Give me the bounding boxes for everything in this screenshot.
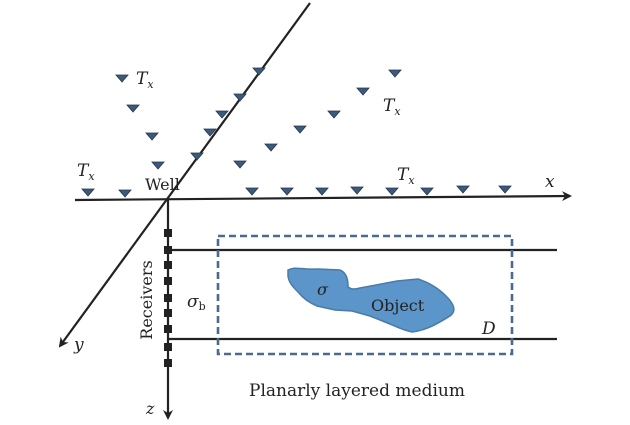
transmitter-marker: [203, 128, 217, 137]
transmitter-marker: [327, 110, 341, 119]
sigma-label: σ: [317, 280, 329, 299]
transmitter-marker: [233, 93, 247, 102]
receivers-label: Receivers: [137, 260, 156, 339]
transmitter-marker: [264, 143, 278, 152]
y-axis-well-plane: [58, 2, 311, 348]
receiver-marker: [164, 309, 172, 317]
transmitter-marker: [388, 69, 402, 78]
transmitter-marker: [385, 187, 399, 196]
receiver-marker: [164, 246, 172, 254]
transmitter-marker: [233, 160, 247, 169]
transmitter-marker: [252, 67, 266, 76]
object-label: Object: [371, 296, 425, 315]
transmitter-marker: [293, 125, 307, 134]
transmitter-marker: [190, 152, 204, 161]
transmitter-marker: [115, 74, 129, 83]
receiver-marker: [164, 294, 172, 302]
transmitter-marker: [498, 185, 512, 194]
transmitter-marker: [356, 87, 370, 96]
receivers-group: [164, 229, 172, 367]
transmitter-marker: [350, 186, 364, 195]
domain-box: [216, 234, 514, 356]
transmitter-marker: [145, 132, 159, 141]
domain-label: D: [481, 319, 496, 339]
x-axis: [74, 191, 572, 202]
tx-label-4: Tx: [397, 165, 415, 187]
y-axis-label: y: [73, 335, 84, 355]
transmitter-marker: [81, 188, 95, 197]
x-axis-label: x: [545, 172, 555, 192]
transmitter-marker: [280, 187, 294, 196]
object-shape: [287, 267, 455, 333]
receiver-marker: [164, 325, 172, 333]
transmitter-marker: [126, 104, 140, 113]
transmitter-marker: [420, 187, 434, 196]
transmitter-marker: [215, 110, 229, 119]
receiver-marker: [164, 359, 172, 367]
transmitter-marker: [315, 187, 329, 196]
tx-label-3: Tx: [77, 161, 95, 183]
receiver-marker: [164, 261, 172, 269]
receiver-marker: [164, 343, 172, 351]
z-axis-label: z: [145, 399, 155, 418]
tx-label-2: Tx: [383, 96, 401, 118]
medium-label: Planarly layered medium: [249, 381, 465, 401]
transmitter-marker: [151, 161, 165, 170]
sigma-b-label: σb: [187, 292, 206, 313]
transmitter-marker: [118, 189, 132, 198]
well-label: Well: [145, 175, 180, 194]
tx-label-1: Tx: [136, 69, 154, 91]
transmitter-marker: [245, 187, 259, 196]
transmitters-group: [81, 67, 512, 198]
receiver-marker: [164, 277, 172, 285]
transmitter-marker: [456, 185, 470, 194]
receiver-marker: [164, 229, 172, 237]
